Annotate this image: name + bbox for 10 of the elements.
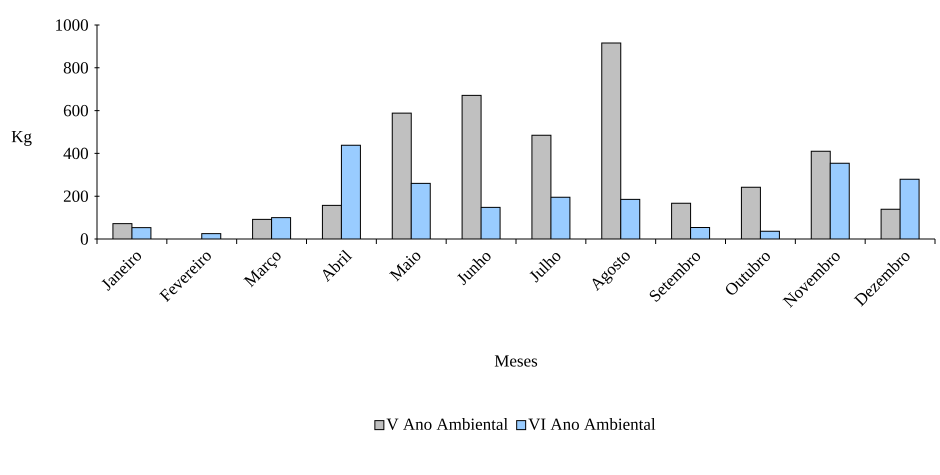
legend-label: VI Ano Ambiental [528, 418, 656, 430]
y-tick-label: 200 [64, 190, 88, 202]
y-tick-label: 400 [63, 148, 88, 160]
legend-label: V Ano Ambiental [386, 418, 508, 430]
y-tick-label: 1000 [56, 19, 88, 31]
y-axis-title: Kg [12, 131, 32, 146]
y-tick-label: 800 [64, 62, 88, 74]
y-tick-label: 600 [64, 104, 88, 116]
y-tick-label: 0 [80, 233, 88, 245]
x-axis-title: Meses [494, 355, 538, 367]
